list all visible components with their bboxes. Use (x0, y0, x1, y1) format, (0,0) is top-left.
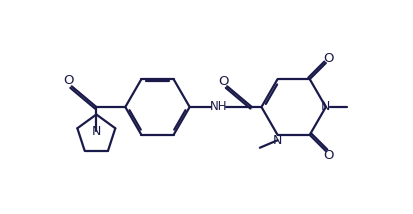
Text: O: O (63, 74, 74, 88)
Text: O: O (322, 52, 333, 65)
Text: N: N (91, 125, 101, 138)
Text: O: O (218, 75, 228, 88)
Text: NH: NH (209, 101, 227, 113)
Text: N: N (272, 134, 282, 147)
Text: O: O (322, 149, 333, 162)
Text: N: N (320, 101, 330, 113)
